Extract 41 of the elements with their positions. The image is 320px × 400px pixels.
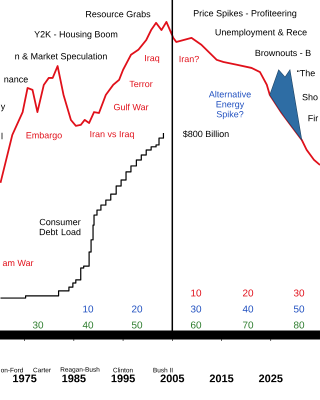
- x-tick-label: 1975: [13, 374, 36, 382]
- annotation: 40: [242, 305, 254, 313]
- annotation: Iran?: [180, 56, 199, 62]
- annotation: Iran vs Iraq: [90, 130, 134, 140]
- x-tick-label: 2005: [160, 374, 184, 382]
- annotation: 40: [82, 321, 94, 329]
- annotation: Alternative Energy Spike?: [208, 90, 251, 120]
- x-tick-label: 1995: [112, 374, 135, 382]
- annotation: nance: [4, 78, 28, 82]
- annotation: 30: [190, 305, 202, 313]
- annotation: 80: [294, 321, 304, 329]
- annotation: Consumer Debt Load: [40, 218, 81, 236]
- annotation: Sho: [302, 94, 318, 100]
- annotation: 50: [294, 305, 304, 313]
- annotation: 60: [190, 321, 202, 329]
- x-tick-label: 2025: [258, 374, 283, 382]
- annotation: 30: [32, 321, 44, 329]
- x-tick-label: 1985: [62, 374, 86, 382]
- annotation: Gulf War: [114, 104, 148, 110]
- annotation: Unemployment & Rece: [216, 28, 307, 38]
- annotation: 10: [191, 289, 202, 297]
- annotation: Embargo: [26, 132, 62, 140]
- annotation: 10: [83, 305, 94, 313]
- annotation: Y2K - Housing Boom: [34, 30, 118, 40]
- x-tick-label: 2015: [210, 374, 234, 382]
- annotation: 30: [294, 289, 304, 297]
- annotation: Iraq: [145, 54, 160, 64]
- text: Price Spikes - Profiteering: [194, 10, 296, 18]
- annotation: $800 Billion: [182, 130, 229, 138]
- annotation: am War: [2, 260, 34, 266]
- text: Resource Grabs: [86, 10, 150, 18]
- annotation: “The: [297, 70, 315, 76]
- annotation: y: [0, 104, 6, 112]
- annotation: Brownouts - B: [256, 50, 311, 56]
- annotation: Fir: [308, 114, 318, 122]
- annotation: 50: [132, 321, 142, 329]
- annotation: n & Market Speculation: [15, 52, 107, 62]
- annotation: 20: [242, 289, 254, 297]
- annotation: Terror: [130, 80, 153, 88]
- annotation: 70: [242, 321, 254, 329]
- annotation: 20: [132, 305, 142, 313]
